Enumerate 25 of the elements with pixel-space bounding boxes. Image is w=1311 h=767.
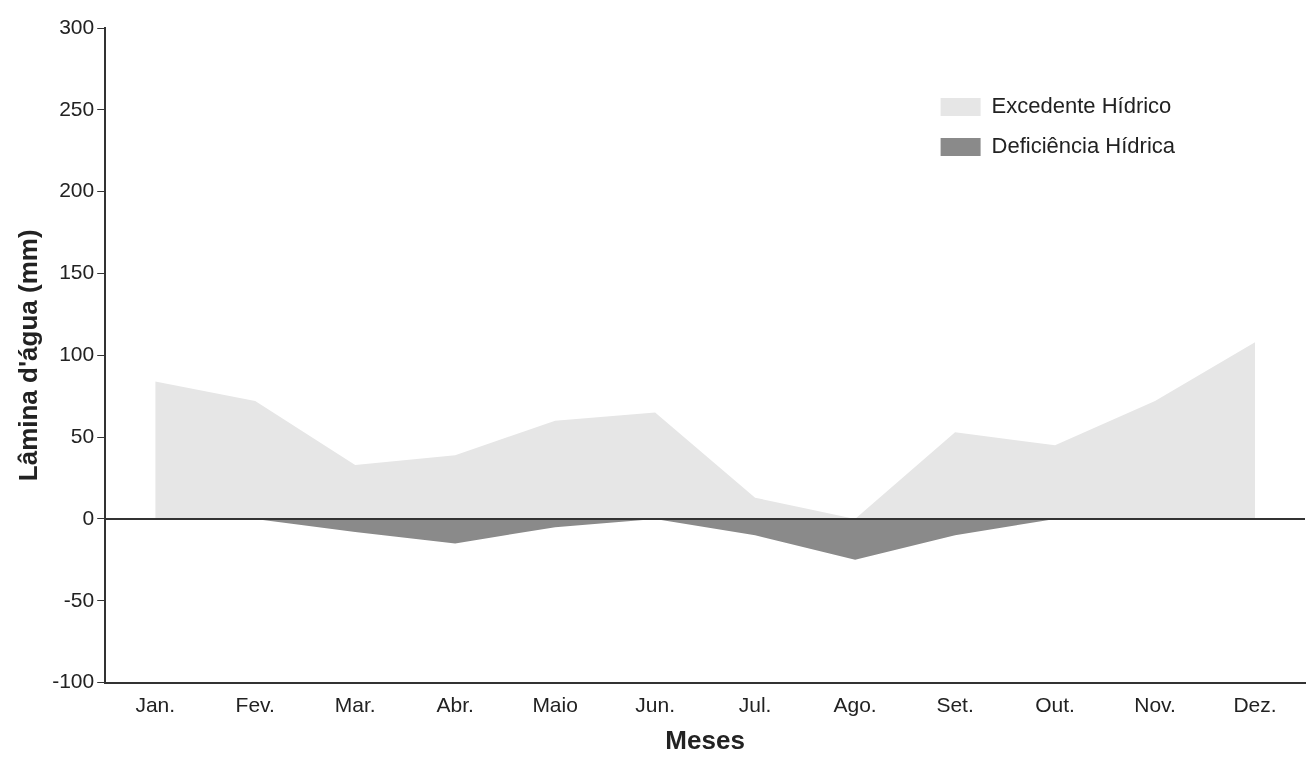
y-tick-label: 250 bbox=[59, 96, 95, 120]
x-tick-label: Dez. bbox=[1233, 693, 1277, 716]
y-tick-label: 150 bbox=[59, 260, 95, 284]
legend-label: Deficiência Hídrica bbox=[991, 133, 1176, 159]
y-tick-label: 300 bbox=[59, 14, 95, 38]
x-tick-label: Mar. bbox=[334, 693, 376, 716]
y-tick-label: 200 bbox=[59, 178, 95, 202]
x-tick-label: Fev. bbox=[235, 693, 275, 716]
x-tick-label: Jul. bbox=[738, 693, 772, 716]
x-tick-label: Abr. bbox=[436, 693, 474, 716]
legend-label: Excedente Hídrico bbox=[991, 93, 1172, 119]
x-tick-label: Out. bbox=[1035, 693, 1075, 716]
y-tick-label: -100 bbox=[52, 669, 95, 693]
x-tick-label: Jun. bbox=[635, 693, 675, 716]
y-axis-title: Lâmina d'água (mm) bbox=[12, 229, 43, 482]
y-tick-label: -50 bbox=[63, 587, 95, 611]
y-tick-label: 50 bbox=[70, 423, 95, 447]
x-tick-label: Maio bbox=[532, 693, 578, 716]
x-tick-label: Nov. bbox=[1134, 693, 1176, 716]
x-axis-title: Meses bbox=[665, 724, 745, 755]
x-tick-label: Jan. bbox=[135, 693, 176, 716]
y-tick-label: 0 bbox=[82, 505, 95, 529]
x-tick-label: Set. bbox=[936, 693, 974, 716]
x-tick-label: Ago. bbox=[833, 693, 877, 716]
y-tick-label: 100 bbox=[59, 342, 95, 366]
